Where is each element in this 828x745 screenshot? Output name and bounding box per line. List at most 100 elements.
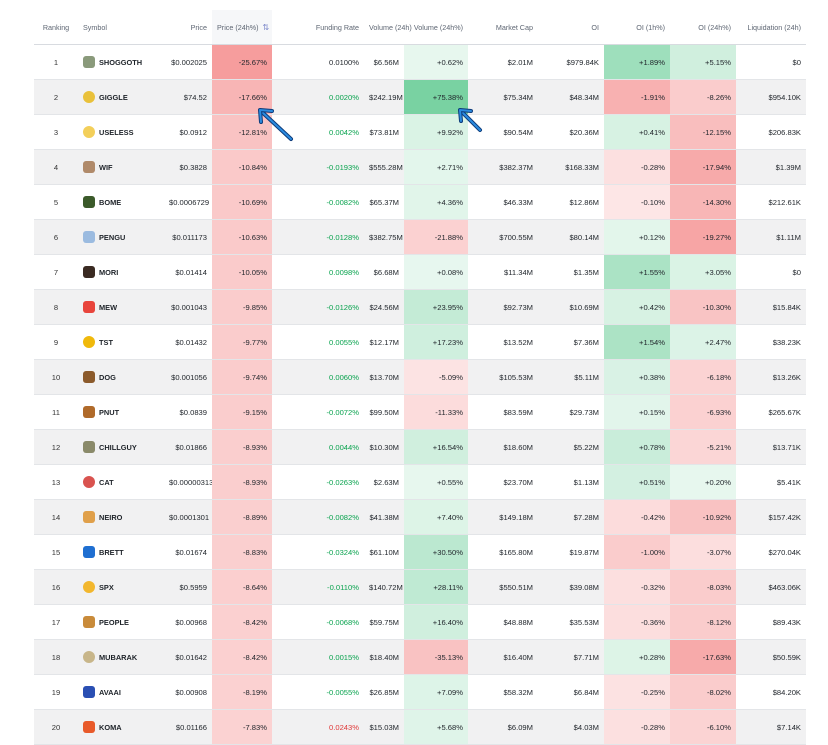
cell-price: $0.00908 [164,674,212,710]
cell-volume-change: -21.88% [404,219,468,255]
header-oi[interactable]: OI [538,10,604,45]
chillguy-icon [83,441,95,453]
header-volume[interactable]: Volume (24h) [364,10,412,45]
cell-volume-change: -5.09% [404,359,468,395]
symbol-label: MORI [99,267,119,277]
symbol-link[interactable]: SPX [83,581,159,593]
cell-funding-rate: 0.0015% [272,639,364,675]
symbol-link[interactable]: CHILLGUY [83,441,159,453]
symbol-link[interactable]: BOME [83,196,159,208]
cell-oi-24h: -17.94% [670,149,736,185]
koma-icon [83,721,95,733]
table-row[interactable]: 5 BOME $0.0006729 -10.69% -0.0082% $65.37M +4.… [34,184,806,220]
table-row[interactable]: 20 KOMA $0.01166 -7.83% 0.0243% $15.03M +5.68%… [34,709,806,745]
table-row[interactable]: 4 WIF $0.3828 -10.84% -0.0193% $555.28M +2.71%… [34,149,806,185]
people-icon [83,616,95,628]
symbol-link[interactable]: MORI [83,266,159,278]
symbol-link[interactable]: MUBARAK [83,651,159,663]
table-row[interactable]: 6 PENGU $0.011173 -10.63% -0.0128% $382.75M -2… [34,219,806,255]
cell-price-change: -25.67% [212,44,272,80]
table-row[interactable]: 18 MUBARAK $0.01642 -8.42% 0.0015% $18.40M -35… [34,639,806,675]
cell-market-cap: $700.55M [468,219,538,255]
cell-symbol: GIGGLE [78,79,164,115]
symbol-label: GIGGLE [99,92,128,102]
table-row[interactable]: 12 CHILLGUY $0.01866 -8.93% 0.0044% $10.30M +1… [34,429,806,465]
cell-symbol: KOMA [78,709,164,745]
cell-symbol: CAT [78,464,164,500]
symbol-label: BRETT [99,547,124,557]
cell-funding-rate: -0.0055% [272,674,364,710]
cell-volume: $140.72M [364,569,404,605]
table-row[interactable]: 16 SPX $0.5959 -8.64% -0.0110% $140.72M +28.11… [34,569,806,605]
symbol-link[interactable]: DOG [83,371,159,383]
cell-volume: $59.75M [364,604,404,640]
table-row[interactable]: 10 DOG $0.001056 -9.74% 0.0060% $13.70M -5.09%… [34,359,806,395]
header-symbol[interactable]: Symbol [78,10,164,45]
table-row[interactable]: 1 SHOGGOTH $0.002025 -25.67% 0.0100% $6.56M +0… [34,44,806,80]
table-row[interactable]: 14 NEIRO $0.0001301 -8.89% -0.0082% $41.38M +7… [34,499,806,535]
cell-liquidation: $0 [736,44,806,80]
symbol-link[interactable]: AVAAI [83,686,159,698]
cell-oi: $19.87M [538,534,604,570]
symbol-link[interactable]: PEOPLE [83,616,159,628]
table-row[interactable]: 2 GIGGLE $74.52 -17.66% 0.0020% $242.19M +75.3… [34,79,806,115]
table-row[interactable]: 9 TST $0.01432 -9.77% 0.0055% $12.17M +17.23% $… [34,324,806,360]
cell-volume-change: +16.54% [404,429,468,465]
cell-oi-24h: +3.05% [670,254,736,290]
cell-oi: $5.11M [538,359,604,395]
symbol-link[interactable]: MEW [83,301,159,313]
cell-symbol: MORI [78,254,164,290]
cell-oi: $7.28M [538,499,604,535]
cell-oi: $4.03M [538,709,604,745]
cell-oi-24h: -6.10% [670,709,736,745]
sort-arrows-icon[interactable]: ⇅ [262,22,270,32]
cat-icon [83,476,95,488]
table-row[interactable]: 17 PEOPLE $0.00968 -8.42% -0.0068% $59.75M +16… [34,604,806,640]
cell-funding-rate: -0.0082% [272,499,364,535]
table-row[interactable]: 11 PNUT $0.0839 -9.15% -0.0072% $99.50M -11.33… [34,394,806,430]
symbol-link[interactable]: USELESS [83,126,159,138]
header-price[interactable]: Price [164,10,212,45]
symbol-link[interactable]: PENGU [83,231,159,243]
header-volume-change[interactable]: Volume (24h%) [404,10,468,45]
avaai-icon [83,686,95,698]
symbol-link[interactable]: KOMA [83,721,159,733]
table-row[interactable]: 13CAT$0.000003131-8.93%-0.0263%$2.63M+0.… [34,464,806,500]
cell-oi-1h: +0.38% [604,359,670,395]
cell-price-change: -9.77% [212,324,272,360]
cell-oi: $7.71M [538,639,604,675]
header-ranking[interactable]: Ranking [34,10,78,45]
symbol-link[interactable]: SHOGGOTH [83,56,159,68]
header-market-cap[interactable]: Market Cap [468,10,538,45]
cell-oi: $20.36M [538,114,604,150]
header-price-change[interactable]: Price (24h%) ⇅ [212,10,272,45]
neiro-icon [83,511,95,523]
table-row[interactable]: 7 MORI $0.01414 -10.05% 0.0098% $6.68M +0.08% $… [34,254,806,290]
header-funding-rate[interactable]: Funding Rate [272,10,364,45]
cell-price-change: -10.69% [212,184,272,220]
symbol-link[interactable]: PNUT [83,406,159,418]
symbol-link[interactable]: CAT [83,476,159,488]
brett-icon [83,546,95,558]
cell-oi-24h: -12.15% [670,114,736,150]
cell-price-change: -8.93% [212,429,272,465]
cell-liquidation: $89.43K [736,604,806,640]
header-oi-1h[interactable]: OI (1h%) [604,10,670,45]
table-row[interactable]: 19 AVAAI $0.00908 -8.19% -0.0055% $26.85M +7.0… [34,674,806,710]
cell-volume: $242.19M [364,79,404,115]
symbol-link[interactable]: WIF [83,161,159,173]
table-row[interactable]: 3 USELESS $0.0912 -12.81% 0.0042% $73.81M +9.9… [34,114,806,150]
symbol-link[interactable]: TST [83,336,159,348]
cell-symbol: WIF [78,149,164,185]
wif-icon [83,161,95,173]
cell-oi-24h: -17.63% [670,639,736,675]
header-liquidation[interactable]: Liquidation (24h) [736,10,806,45]
symbol-link[interactable]: GIGGLE [83,91,159,103]
cell-liquidation: $954.10K [736,79,806,115]
symbol-link[interactable]: NEIRO [83,511,159,523]
table-row[interactable]: 15 BRETT $0.01674 -8.83% -0.0324% $61.10M +30.… [34,534,806,570]
header-oi-24h[interactable]: OI (24h%) [670,10,736,45]
symbol-label: USELESS [99,127,134,137]
symbol-link[interactable]: BRETT [83,546,159,558]
table-row[interactable]: 8 MEW $0.001043 -9.85% -0.0126% $24.56M +23.95… [34,289,806,325]
